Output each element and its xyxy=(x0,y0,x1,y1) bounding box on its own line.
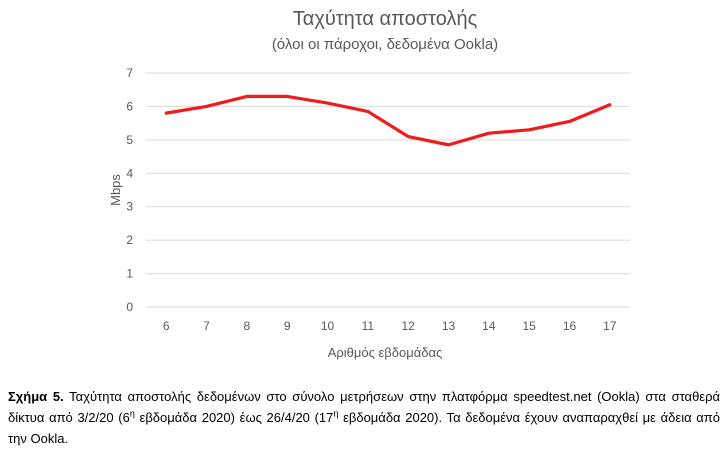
chart-subtitle: (όλοι οι πάροχοι, δεδομένα Ookla) xyxy=(272,36,498,53)
x-tick-label: 7 xyxy=(203,319,210,333)
x-tick-label: 12 xyxy=(401,319,415,333)
line-chart: Ταχύτητα αποστολής (όλοι οι πάροχοι, δεδ… xyxy=(108,8,630,360)
grid-lines xyxy=(146,72,630,308)
x-tick-label: 10 xyxy=(321,319,335,333)
y-tick-label: 4 xyxy=(126,166,133,180)
y-tick-label: 1 xyxy=(126,267,133,281)
caption-text-3: εβδομάδα 2020). Τα δεδομένα έχουν αναπαρ… xyxy=(8,410,720,446)
x-tick-label: 13 xyxy=(442,319,456,333)
series-line xyxy=(164,94,612,147)
figure-caption: Σχήμα 5. Ταχύτητα αποστολής δεδομένων στ… xyxy=(8,386,720,449)
y-tick-label: 0 xyxy=(126,300,133,314)
caption-text-2: εβδομάδα 2020) έως 26/4/20 (17 xyxy=(134,410,334,425)
y-tick-label: 7 xyxy=(126,66,133,80)
x-tick-label: 8 xyxy=(243,319,250,333)
x-tick-label: 16 xyxy=(563,319,577,333)
x-tick-label: 17 xyxy=(603,319,617,333)
y-tick-label: 2 xyxy=(126,233,133,247)
y-tick-label: 6 xyxy=(126,99,133,113)
x-tick-label: 11 xyxy=(362,319,375,333)
y-tick-label: 3 xyxy=(126,200,133,214)
x-axis-label: Αριθμός εβδομάδας xyxy=(328,345,443,360)
y-tick-label: 5 xyxy=(126,133,133,147)
x-tick-label: 14 xyxy=(482,319,496,333)
x-tick-label: 6 xyxy=(163,319,170,333)
x-tick-label: 15 xyxy=(522,319,536,333)
caption-sup-1: η xyxy=(129,408,135,419)
chart-title: Ταχύτητα αποστολής xyxy=(293,8,478,30)
y-axis-label: Mbps xyxy=(108,174,123,206)
caption-sup-2: η xyxy=(333,408,339,419)
x-tick-label: 9 xyxy=(284,319,291,333)
y-axis-ticks: 0 1 2 3 4 5 6 7 xyxy=(126,66,133,314)
caption-label: Σχήμα 5. xyxy=(8,389,64,404)
caption-text-1: Ταχύτητα αποστολής δεδομένων στο σύνολο … xyxy=(8,389,721,425)
x-axis-ticks: 6 7 8 9 10 11 12 13 14 15 16 17 xyxy=(163,319,617,333)
